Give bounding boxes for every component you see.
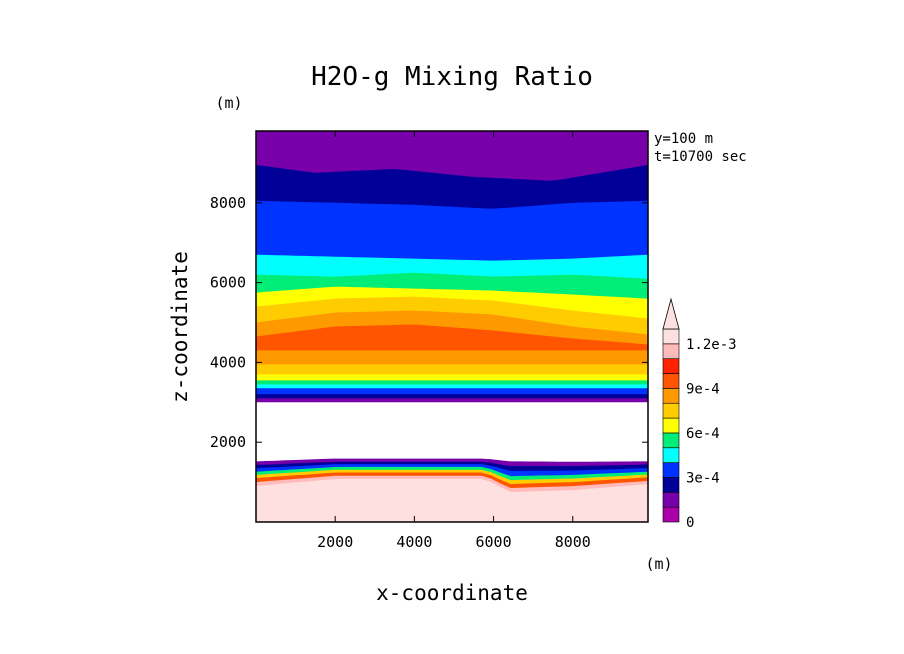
y-unit-label: (m) <box>215 94 242 112</box>
chart-title: H2O-g Mixing Ratio <box>311 62 593 92</box>
colorbar-tick-label: 6e-4 <box>686 426 720 442</box>
colorbar-swatch <box>662 358 680 374</box>
y-axis-label: z-coordinate <box>168 251 192 403</box>
y-tick-label: 6000 <box>210 274 246 292</box>
x-tick-label: 4000 <box>396 533 432 551</box>
y-axis-ticks: 2000 4000 6000 8000 <box>210 194 648 451</box>
colorbar-swatch <box>662 388 680 404</box>
colorbar-swatch <box>662 432 680 449</box>
x-axis-label: x-coordinate <box>376 581 528 605</box>
y-tick-label: 4000 <box>210 353 246 371</box>
colorbar-swatch <box>662 343 680 359</box>
colorbar-swatch <box>662 417 680 434</box>
x-axis-ticks: 2000 4000 6000 8000 <box>317 131 591 551</box>
colorbar-swatch <box>662 477 680 493</box>
colorbar-extend-arrow <box>662 297 680 330</box>
contour-band-upper <box>256 324 648 351</box>
plot-frame <box>255 130 649 523</box>
x-tick-label: 6000 <box>476 533 512 551</box>
y-tick-label: 8000 <box>210 194 246 212</box>
colorbar-swatch <box>662 328 680 345</box>
contour-band-lower <box>256 482 648 522</box>
colorbar: 0 3e-4 6e-4 9e-4 1.2e-3 <box>662 297 737 531</box>
colorbar-tick-label: 9e-4 <box>686 381 720 397</box>
x-unit-label: (m) <box>645 555 672 573</box>
annotation-time: t=10700 sec <box>654 149 747 165</box>
annotation-y-slice: y=100 m <box>654 131 713 147</box>
colorbar-swatch <box>662 506 680 523</box>
y-tick-label: 2000 <box>210 433 246 451</box>
colorbar-swatch <box>662 492 680 508</box>
colorbar-tick-label: 1.2e-3 <box>686 337 737 353</box>
colorbar-tick-label: 0 <box>686 515 694 531</box>
colorbar-swatch <box>662 402 680 419</box>
x-tick-label: 2000 <box>317 533 353 551</box>
colorbar-swatch <box>662 373 680 389</box>
plot-area <box>256 131 648 522</box>
colorbar-tick-label: 3e-4 <box>686 470 720 486</box>
x-tick-label: 8000 <box>555 533 591 551</box>
colorbar-swatch <box>662 447 680 463</box>
colorbar-swatch <box>662 462 680 478</box>
